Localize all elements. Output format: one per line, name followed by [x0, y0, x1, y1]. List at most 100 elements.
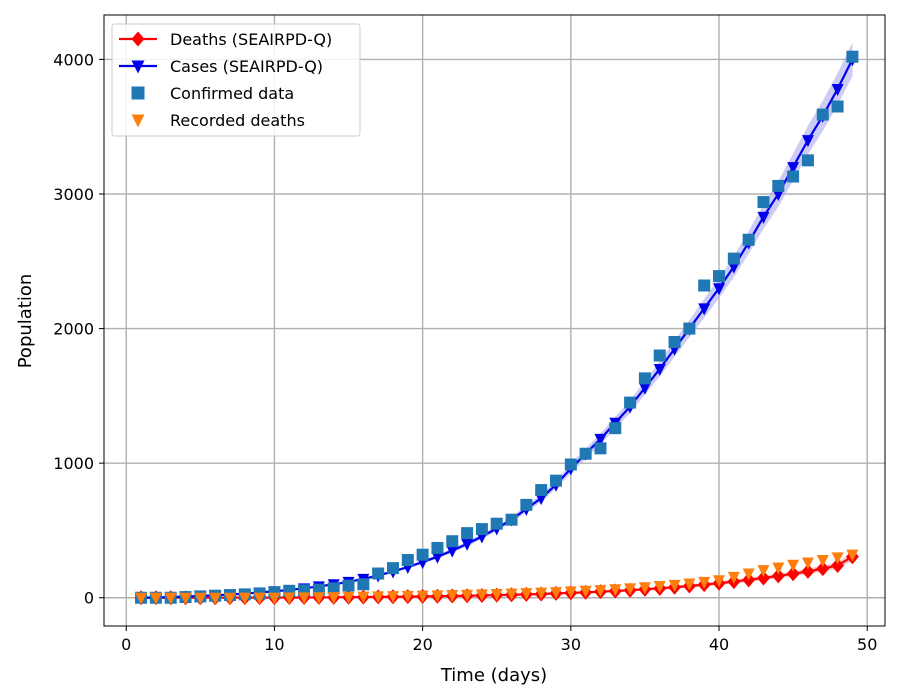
recorded-deaths-point: [312, 592, 325, 605]
confirmed-data-point: [772, 179, 785, 192]
confirmed-data-point: [713, 270, 726, 283]
x-tick-label: 10: [264, 635, 284, 654]
recorded-deaths-point: [149, 592, 162, 605]
confirmed-data-point: [505, 513, 518, 526]
confirmed-data-point: [564, 458, 577, 471]
axis-ticks: 0 10 20 30 40 50 0 1000 2000 3000 4000: [53, 50, 877, 654]
recorded-deaths-point: [194, 592, 207, 605]
confirmed-data-point: [609, 422, 622, 435]
recorded-deaths-point: [386, 591, 399, 604]
confirmed-data-point: [342, 579, 355, 592]
recorded-deaths-point: [179, 592, 192, 605]
cases-model-point: [431, 551, 444, 564]
legend-deaths-marker: [131, 31, 145, 47]
confirmed-data-point: [550, 474, 563, 487]
recorded-deaths-point: [298, 592, 311, 605]
cases-model-point: [787, 162, 800, 175]
recorded-deaths-point: [579, 585, 592, 598]
confirmed-data-point: [579, 447, 592, 460]
series-layer: [134, 50, 859, 606]
confirmed-data-point: [416, 548, 429, 561]
recorded-deaths-point: [698, 576, 711, 589]
cases-model-point: [713, 283, 726, 296]
recorded-deaths-point: [446, 590, 459, 603]
recorded-deaths-point: [727, 571, 740, 584]
legend-confirmed-marker: [131, 86, 145, 100]
confirmed-data-point: [520, 498, 533, 511]
y-tick-label: 1000: [53, 454, 94, 473]
recorded-deaths-point: [505, 588, 518, 601]
confirmed-data-point: [386, 562, 399, 575]
cases-model-point: [831, 84, 844, 97]
x-tick-label: 50: [857, 635, 877, 654]
cases-model-point: [757, 211, 770, 224]
cases-model-point: [698, 303, 711, 316]
legend-box: [111, 23, 361, 137]
recorded-deaths-point: [475, 589, 488, 602]
confirmed-data-point: [698, 279, 711, 292]
confirmed-data-point: [461, 527, 474, 540]
y-tick-label: 3000: [53, 185, 94, 204]
recorded-deaths-point: [653, 581, 666, 594]
confirmed-data-point: [446, 535, 459, 548]
cases-model-point: [772, 188, 785, 201]
recorded-deaths-point: [787, 559, 800, 572]
confirmed-data-point: [787, 170, 800, 183]
recorded-deaths-point: [535, 587, 548, 600]
confirmed-data-point: [742, 233, 755, 246]
deaths-model-point: [801, 563, 815, 579]
recorded-deaths-point: [431, 590, 444, 603]
cases-model-point: [653, 363, 666, 376]
legend-recorded-deaths-label: Recorded deaths: [170, 111, 305, 130]
recorded-deaths-point: [209, 592, 222, 605]
x-tick-label: 30: [561, 635, 581, 654]
recorded-deaths-point: [357, 591, 370, 604]
recorded-deaths-point: [609, 584, 622, 597]
y-tick-label: 2000: [53, 320, 94, 339]
cases-model-point: [461, 538, 474, 551]
deaths-model-point: [786, 566, 800, 582]
recorded-deaths-point: [416, 590, 429, 603]
recorded-deaths-point: [520, 588, 533, 601]
cases-model-point: [446, 545, 459, 558]
recorded-deaths-point: [238, 592, 251, 605]
legend: Deaths (SEAIRPD-Q) Cases (SEAIRPD-Q) Confi…: [111, 23, 361, 137]
recorded-deaths-point: [223, 592, 236, 605]
recorded-deaths-point: [372, 591, 385, 604]
recorded-deaths-point: [683, 578, 696, 591]
confirmed-data-point: [653, 349, 666, 362]
grid: [104, 15, 885, 626]
cases-model-point: [535, 493, 548, 506]
confirmed-data-point: [668, 336, 681, 349]
confirmed-data-point: [535, 484, 548, 497]
confirmed-data-point: [638, 372, 651, 385]
confirmed-data-point: [475, 523, 488, 536]
recorded-deaths-point: [624, 583, 637, 596]
recorded-deaths-point: [253, 592, 266, 605]
recorded-deaths-point: [831, 552, 844, 565]
cases-model-point: [638, 382, 651, 395]
legend-confirmed-label: Confirmed data: [170, 84, 294, 103]
recorded-deaths-point: [401, 590, 414, 603]
y-tick-label: 0: [84, 589, 94, 608]
confirmed-data-point: [624, 396, 637, 409]
recorded-deaths-point: [164, 592, 177, 605]
confirmed-data-point: [490, 517, 503, 530]
legend-cases-marker: [131, 60, 145, 74]
recorded-deaths-point: [135, 592, 148, 605]
recorded-deaths-point: [757, 565, 770, 578]
cases-model-point: [594, 433, 607, 446]
plot-frame: [103, 14, 886, 627]
confirmed-data-point: [846, 50, 859, 63]
recorded-deaths-point: [713, 575, 726, 588]
confirmed-data-point: [727, 252, 740, 265]
confirmed-data-point: [801, 154, 814, 167]
x-tick-label: 40: [709, 635, 729, 654]
x-axis-title: Time (days): [440, 665, 547, 686]
deaths-model-point: [771, 568, 785, 584]
legend-deaths-label: Deaths (SEAIRPD-Q): [170, 30, 332, 49]
legend-cases-label: Cases (SEAIRPD-Q): [170, 57, 323, 76]
confirmed-data-point: [357, 578, 370, 591]
recorded-deaths-point: [490, 588, 503, 601]
